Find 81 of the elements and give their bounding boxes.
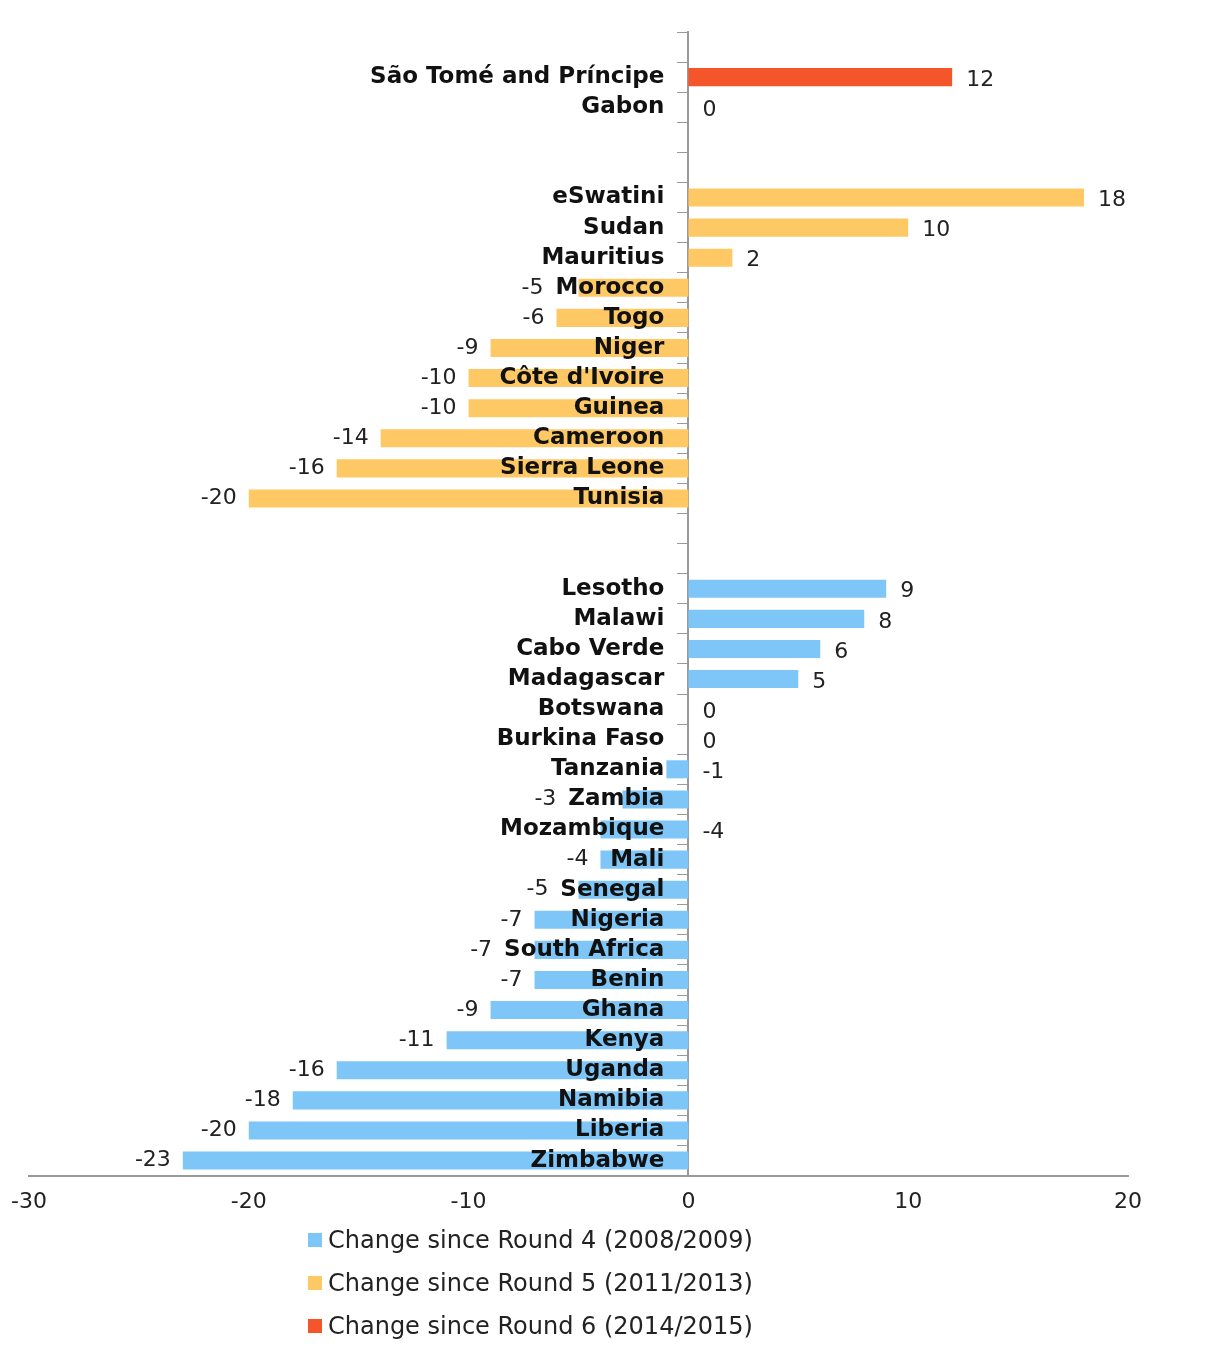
data-label: -16 [288, 454, 325, 480]
x-tick-label: 10 [894, 1187, 923, 1213]
data-label: -18 [244, 1086, 281, 1112]
bar [688, 68, 953, 87]
y-tick-label: São Tomé and Príncipe [370, 62, 665, 89]
y-tick-label: Liberia [575, 1115, 665, 1142]
y-tick-label: Côte d'Ivoire [499, 363, 665, 390]
legend-label: Change since Round 6 (2014/2015) [328, 1311, 753, 1340]
y-tick-label: Madagascar [507, 664, 666, 691]
data-label: 0 [702, 727, 717, 753]
data-label: -4 [566, 845, 589, 871]
y-tick-label: Namibia [557, 1085, 665, 1112]
y-tick-label: Cameroon [533, 423, 665, 450]
bar [688, 609, 865, 628]
data-label: 6 [834, 637, 849, 663]
y-tick-label: Botswana [537, 694, 665, 721]
data-label: -14 [332, 424, 369, 449]
data-label: 8 [878, 607, 893, 633]
data-label: -7 [500, 965, 523, 991]
data-label: -10 [420, 393, 457, 419]
x-tick-label: -10 [450, 1187, 487, 1213]
data-label: -9 [456, 333, 479, 359]
y-tick-label: Benin [590, 964, 665, 991]
y-tick-label: Sudan [583, 212, 665, 239]
data-label: -11 [398, 1025, 435, 1051]
data-label: 0 [702, 697, 717, 723]
data-label: 5 [812, 667, 827, 693]
legend-label: Change since Round 4 (2008/2009) [328, 1225, 753, 1254]
data-label: -20 [200, 1116, 237, 1142]
data-label: -7 [470, 935, 493, 961]
legend-label: Change since Round 5 (2011/2013) [328, 1268, 753, 1297]
data-label: 18 [1098, 186, 1127, 212]
x-tick-label: -20 [230, 1187, 267, 1213]
y-tick-label: Uganda [565, 1055, 665, 1082]
y-tick-label: Zimbabwe [530, 1145, 665, 1172]
bar [688, 248, 733, 267]
y-tick-label: Niger [593, 332, 666, 359]
y-tick-label: Nigeria [570, 904, 665, 931]
bar [688, 188, 1085, 207]
y-tick-label: Sierra Leone [500, 453, 665, 480]
y-tick-label: Togo [603, 302, 665, 329]
y-tick-label: Mozambique [500, 814, 665, 841]
bar [666, 760, 689, 779]
y-tick-label: Tanzania [551, 754, 665, 781]
y-tick-label: eSwatini [552, 182, 665, 209]
y-tick-label: Malawi [573, 603, 665, 630]
data-label: -9 [456, 995, 479, 1021]
data-label: -4 [702, 818, 725, 844]
x-tick-label: 0 [681, 1187, 696, 1213]
data-label: -20 [200, 484, 237, 510]
data-label: -23 [134, 1146, 171, 1172]
y-tick-label: Zambia [568, 784, 665, 811]
data-label: 9 [900, 577, 915, 603]
y-tick-label: Ghana [581, 995, 665, 1022]
y-tick-label: Lesotho [561, 573, 665, 600]
data-label: -1 [702, 758, 725, 784]
y-tick-label: Mali [610, 844, 665, 871]
data-label: 0 [702, 95, 717, 121]
y-tick-label: Mauritius [541, 242, 665, 269]
data-label: 2 [746, 246, 761, 272]
data-label: -10 [420, 363, 457, 389]
bar [688, 639, 821, 658]
data-label: -6 [522, 303, 545, 329]
data-label: -5 [526, 875, 549, 901]
x-tick-label: -30 [11, 1187, 47, 1213]
y-tick-label: Cabo Verde [516, 633, 665, 660]
y-tick-label: Gabon [581, 92, 665, 119]
y-tick-label: Burkina Faso [496, 724, 665, 751]
y-tick-label: Kenya [584, 1025, 665, 1052]
data-label: -3 [534, 785, 557, 811]
data-label: 10 [922, 216, 951, 242]
bar [688, 579, 887, 598]
data-label: 12 [966, 65, 995, 91]
y-tick-label: Guinea [573, 393, 665, 420]
x-tick-label: 20 [1114, 1187, 1142, 1213]
bar [688, 218, 909, 237]
y-tick-label: Tunisia [573, 483, 665, 510]
bar [688, 670, 799, 689]
data-label: -5 [521, 273, 544, 299]
data-label: -16 [288, 1055, 325, 1081]
data-label: -7 [500, 905, 523, 931]
